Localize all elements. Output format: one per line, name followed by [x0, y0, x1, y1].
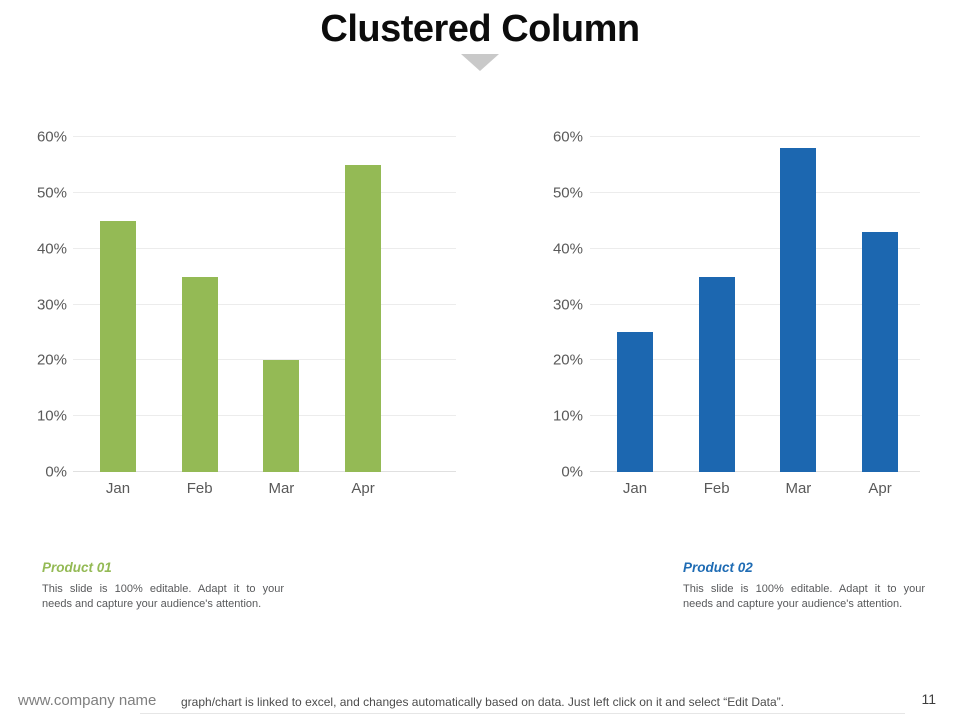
gridline-30: [73, 303, 456, 305]
product-02-description: This slide is 100% editable. Adapt it to…: [683, 583, 925, 611]
x-axis: Jan Feb Mar Apr: [590, 477, 920, 501]
ytick-label-60: 60%: [36, 128, 67, 146]
ytick-label-30: 30%: [36, 296, 67, 313]
xtick-label-apr: Apr: [868, 480, 892, 497]
y-axis: 0% 10% 20% 30% 40% 50% 60%: [33, 129, 67, 481]
ytick-label-40: 40%: [36, 240, 67, 258]
ytick-label-30: 30%: [552, 296, 583, 313]
bar-feb: [181, 276, 218, 472]
gridline-20: [73, 359, 456, 361]
triangle-down-icon: [461, 54, 499, 71]
ytick-label-60: 60%: [552, 128, 583, 146]
chart-product-01[interactable]: 0% 10% 20% 30% 40% 50% 60% Jan Feb Mar Apr: [33, 129, 458, 509]
bar-jan: [617, 332, 653, 472]
y-axis: 0% 10% 20% 30% 40% 50% 60%: [545, 129, 583, 481]
ytick-label-0: 0%: [561, 463, 583, 481]
xtick-label-jan: Jan: [105, 480, 131, 497]
gridline-60: [73, 136, 456, 137]
gridline-40: [73, 247, 456, 249]
xtick-label-apr: Apr: [351, 480, 375, 497]
bar-mar: [780, 148, 817, 472]
bar-apr: [862, 231, 899, 472]
product-02-label: Product 02: [683, 560, 753, 575]
ytick-label-10: 10%: [552, 407, 583, 425]
ytick-label-50: 50%: [552, 184, 583, 202]
gridline-30: [590, 303, 920, 305]
product-01-label: Product 01: [42, 560, 112, 575]
bar-feb: [698, 276, 735, 472]
footer-note: graph/chart is linked to excel, and chan…: [181, 695, 784, 709]
plot-area: [590, 136, 920, 472]
product-01-caption: Product 01 This slide is 100% editable. …: [42, 560, 284, 613]
bar-apr: [345, 164, 382, 472]
ytick-label-20: 20%: [552, 351, 583, 369]
chart-product-02[interactable]: 0% 10% 20% 30% 40% 50% 60% Jan Feb Mar Apr: [545, 129, 920, 509]
ytick-label-0: 0%: [45, 463, 67, 481]
ytick-label-40: 40%: [552, 240, 583, 258]
x-axis: Jan Feb Mar Apr: [73, 477, 456, 501]
xtick-label-jan: Jan: [622, 480, 648, 497]
gridline-10: [590, 415, 920, 417]
xtick-label-feb: Feb: [186, 480, 213, 497]
bar-jan: [100, 220, 136, 472]
product-01-description: This slide is 100% editable. Adapt it to…: [42, 583, 284, 611]
gridline-40: [590, 247, 920, 249]
xtick-label-mar: Mar: [785, 480, 812, 497]
ytick-label-10: 10%: [36, 407, 67, 425]
xtick-label-mar: Mar: [268, 480, 295, 497]
gridline-50: [73, 191, 456, 193]
gridline-20: [590, 359, 920, 361]
gridline-60: [590, 136, 920, 137]
xtick-label-feb: Feb: [703, 480, 730, 497]
page-title: Clustered Column: [320, 8, 640, 50]
footer-divider: [140, 713, 905, 714]
company-name: www.company name: [18, 692, 157, 709]
page-number: 11: [921, 691, 936, 707]
ytick-label-50: 50%: [36, 184, 67, 202]
ytick-label-20: 20%: [36, 351, 67, 369]
plot-area: [73, 136, 456, 472]
gridline-0: [590, 471, 920, 472]
product-02-caption: Product 02 This slide is 100% editable. …: [683, 560, 925, 613]
bar-mar: [263, 360, 300, 472]
gridline-50: [590, 191, 920, 193]
